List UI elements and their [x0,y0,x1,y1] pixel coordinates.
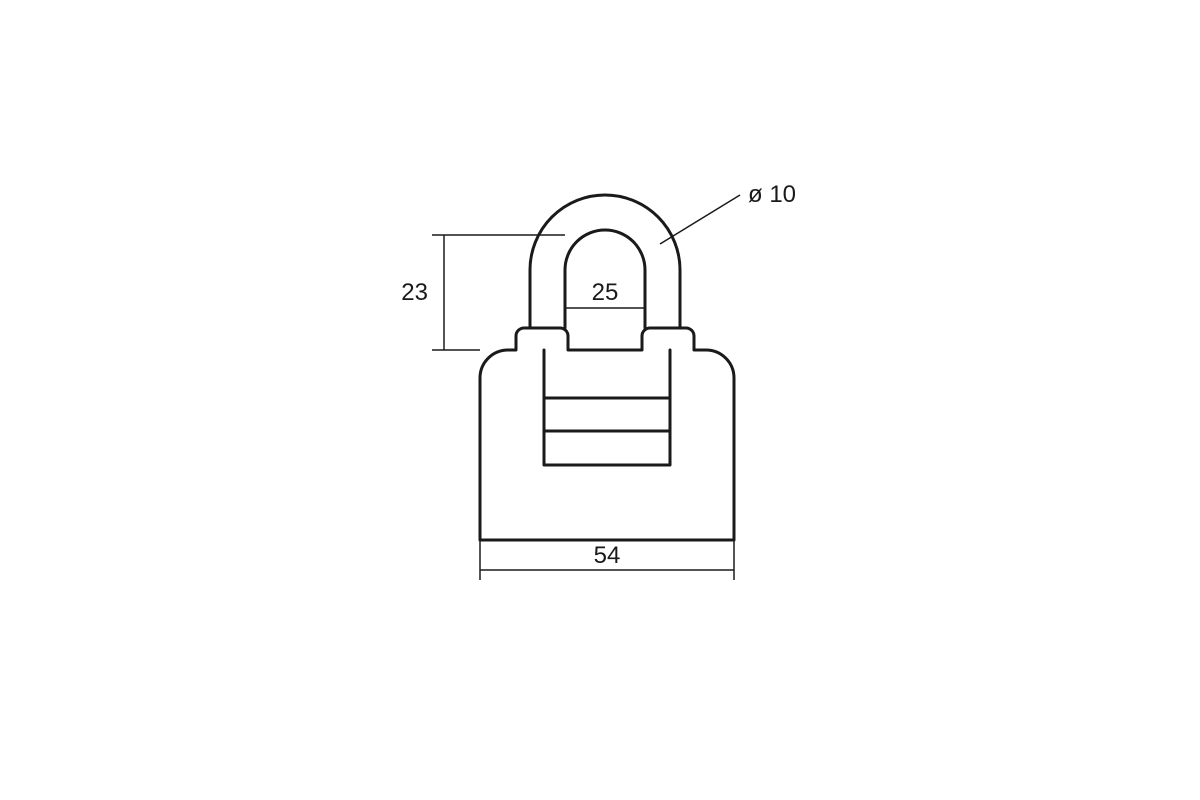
dimension-label-diameter-10: ø 10 [748,181,796,208]
padlock-technical-drawing: 23 25 54 ø 10 [0,0,1200,800]
dimension-height-23 [432,235,565,350]
drawing-canvas: 23 25 54 ø 10 [0,0,1200,800]
dimension-label-25: 25 [592,279,619,306]
padlock-body [480,328,734,540]
dimension-label-54: 54 [594,542,621,569]
dimension-label-23: 23 [401,279,428,306]
dimension-diameter-10 [660,195,740,244]
